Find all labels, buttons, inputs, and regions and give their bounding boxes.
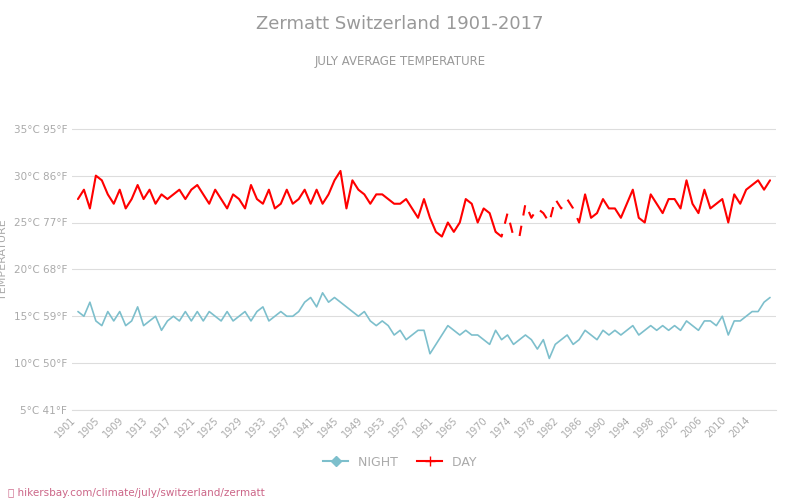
Legend:  NIGHT,  DAY: NIGHT, DAY xyxy=(318,451,482,474)
Text: Zermatt Switzerland 1901-2017: Zermatt Switzerland 1901-2017 xyxy=(256,15,544,33)
Y-axis label: TEMPERATURE: TEMPERATURE xyxy=(0,220,8,300)
Text: ⌖ hikersbay.com/climate/july/switzerland/zermatt: ⌖ hikersbay.com/climate/july/switzerland… xyxy=(8,488,265,498)
Text: JULY AVERAGE TEMPERATURE: JULY AVERAGE TEMPERATURE xyxy=(314,55,486,68)
